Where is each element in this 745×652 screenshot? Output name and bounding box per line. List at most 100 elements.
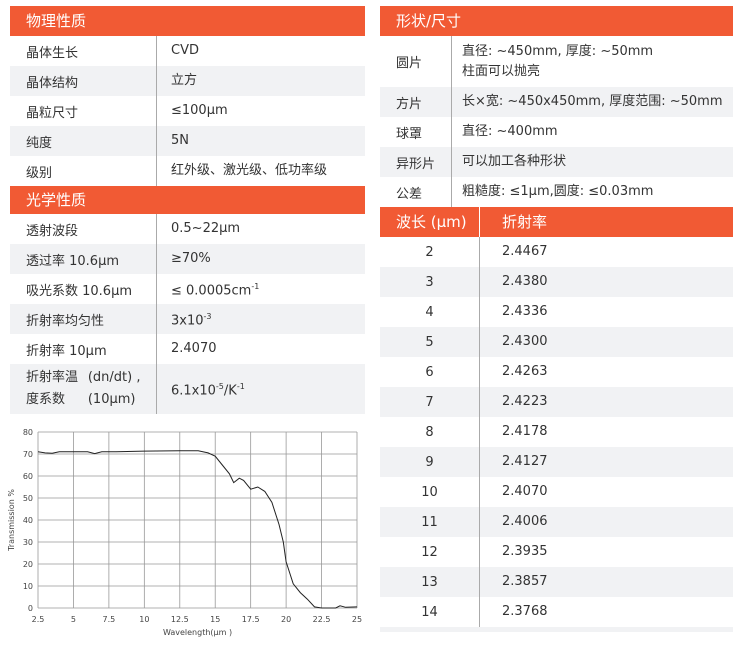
index-cell: 2.4380 (502, 274, 548, 289)
index-cell: 2.3935 (502, 544, 548, 559)
wavelength-cell: 3 (380, 267, 480, 297)
table-row: 公差 粗糙度: ≤1μm,圆度: ≤0.03mm (380, 177, 733, 207)
y-tick-label: 10 (23, 582, 33, 591)
y-tick-label: 0 (28, 604, 33, 613)
table-row: 9 2.4127 (380, 447, 733, 477)
index-cell: 2.4336 (502, 304, 548, 319)
left-column: 物理性质 晶体生长 CVD 晶体结构 立方 晶粒尺寸 ≤100μm 纯度 5N 级别 红外级、激光… (10, 6, 365, 414)
table-row: 球罩 直径: ~400mm (380, 117, 733, 147)
table-row: 4 2.4336 (380, 297, 733, 327)
x-tick-label: 2.5 (32, 615, 45, 624)
row-value: 红外级、激光级、低功率级 (171, 163, 328, 178)
wavelength-cell: 9 (380, 447, 480, 477)
row-value: 可以加工各种形状 (462, 154, 567, 169)
wavelength-cell: 14 (380, 597, 480, 627)
transmission-series-line (37, 450, 358, 609)
wavelength-cell: 2 (380, 237, 480, 267)
wavelength-cell: 13 (380, 567, 480, 597)
row-value: ≤100μm (171, 103, 228, 118)
table-row: 晶体结构 立方 (10, 66, 365, 96)
right-column: 形状/尺寸 圆片 直径: ~450mm, 厚度: ~50mm 柱面可以抛亮 方片 长×宽… (380, 6, 733, 632)
table-row: 吸光系数 10.6μm ≤ 0.0005cm-1 (10, 274, 365, 304)
index-cell: 2.4223 (502, 394, 548, 409)
x-tick-label: 15 (210, 615, 220, 624)
row-value: 粗糙度: ≤1μm,圆度: ≤0.03mm (462, 184, 654, 199)
y-axis-label: Transmission % (7, 489, 16, 552)
y-tick-label: 20 (23, 560, 33, 569)
x-tick-label: 5 (71, 615, 76, 624)
y-tick-label: 40 (23, 516, 33, 525)
index-cell: 2.3768 (502, 604, 548, 619)
row-value-sup: -3 (203, 311, 212, 321)
shape-table: 圆片 直径: ~450mm, 厚度: ~50mm 柱面可以抛亮 方片 长×宽: ~450… (380, 36, 733, 207)
row-label: 晶粒尺寸 (26, 105, 79, 121)
table-row: 10 2.4070 (380, 477, 733, 507)
index-table: 2 2.4467 3 2.4380 4 2.4336 5 2.4300 6 2.4263 7 2.42… (380, 237, 733, 627)
x-tick-label: 12.5 (171, 615, 189, 624)
table-row: 5 2.4300 (380, 327, 733, 357)
optical-table: 透射波段 0.5~22μm 透过率 10.6μm ≥70% 吸光系数 10.6μm ≤ 0… (10, 214, 365, 414)
row-value-sup: -1 (251, 281, 260, 291)
row-value: 5N (171, 133, 189, 148)
row-label: 方片 (396, 96, 423, 112)
x-tick-label: 17.5 (242, 615, 260, 624)
x-tick-label: 20 (281, 615, 291, 624)
table-row: 11 2.4006 (380, 507, 733, 537)
physical-header: 物理性质 (10, 6, 365, 36)
wavelength-cell: 6 (380, 357, 480, 387)
table-row: 折射率 10μm 2.4070 (10, 334, 365, 364)
y-tick-label: 50 (23, 494, 33, 503)
row-label: 异形片 (396, 156, 436, 172)
transmission-chart: 2.5 5 7.5 10 12.5 15 17.5 20 22.5 25 0 10 20 30 40 50 60… (7, 428, 362, 637)
table-row: 异形片 可以加工各种形状 (380, 147, 733, 177)
table-row: 晶粒尺寸 ≤100μm (10, 96, 365, 126)
row-value: ≥70% (171, 251, 211, 266)
row-label: 纯度 (26, 135, 53, 151)
table-row: 纯度 5N (10, 126, 365, 156)
wavelength-cell: 8 (380, 417, 480, 447)
table-row: 2 2.4467 (380, 237, 733, 267)
table-row: 12 2.3935 (380, 537, 733, 567)
physical-table: 晶体生长 CVD 晶体结构 立方 晶粒尺寸 ≤100μm 纯度 5N 级别 红外级、激光级、低功率… (10, 36, 365, 186)
row-label: 吸光系数 10.6μm (26, 283, 133, 299)
row-value: 6.1x10 (171, 383, 216, 399)
row-label: 级别 (26, 165, 53, 181)
table-row: 6 2.4263 (380, 357, 733, 387)
index-cell: 2.3857 (502, 574, 548, 589)
index-cell: 2.4006 (502, 514, 548, 529)
table-row: 14 2.3768 (380, 597, 733, 627)
wavelength-cell: 5 (380, 327, 480, 357)
wavelength-cell: 12 (380, 537, 480, 567)
table-row: 折射率温度系数 (dn/dt) ,(10μm) 6.1x10-5/K-1 (10, 364, 365, 414)
row-value: 2.4070 (171, 341, 217, 356)
row-label: 公差 (396, 186, 423, 202)
x-axis-label: Wavelength(μm ) (163, 628, 232, 637)
row-label: 折射率均匀性 (26, 313, 105, 329)
y-tick-label: 80 (23, 428, 33, 437)
row-value-sup-2: -1 (236, 381, 245, 391)
index-table-header: 波长 (μm) 折射率 (380, 207, 733, 237)
table-row: 8 2.4178 (380, 417, 733, 447)
x-tick-label: 25 (352, 615, 362, 624)
row-value: CVD (171, 43, 199, 58)
row-label: 透射波段 (26, 223, 79, 239)
row-value: 直径: ~400mm (462, 124, 558, 139)
y-tick-label: 70 (23, 450, 33, 459)
row-value-2: 柱面可以抛亮 (462, 63, 541, 79)
wavelength-header: 波长 (μm) (380, 207, 480, 237)
table-row: 透射波段 0.5~22μm (10, 214, 365, 244)
row-label: 晶体结构 (26, 75, 79, 91)
shape-header: 形状/尺寸 (380, 6, 733, 36)
table-row: 透过率 10.6μm ≥70% (10, 244, 365, 274)
index-header: 折射率 (502, 213, 548, 231)
row-value-2: /K (223, 383, 237, 399)
row-label: 折射率 10μm (26, 343, 107, 359)
index-cell: 2.4300 (502, 334, 548, 349)
table-row: 级别 红外级、激光级、低功率级 (10, 156, 365, 186)
row-value: 立方 (171, 73, 198, 88)
row-value-sup: -5 (215, 381, 224, 391)
row-label: 折射率温度系数 (26, 370, 79, 407)
row-value: 直径: ~450mm, 厚度: ~50mm (462, 43, 654, 59)
table-row: 13 2.3857 (380, 567, 733, 597)
index-cell: 2.4263 (502, 364, 548, 379)
